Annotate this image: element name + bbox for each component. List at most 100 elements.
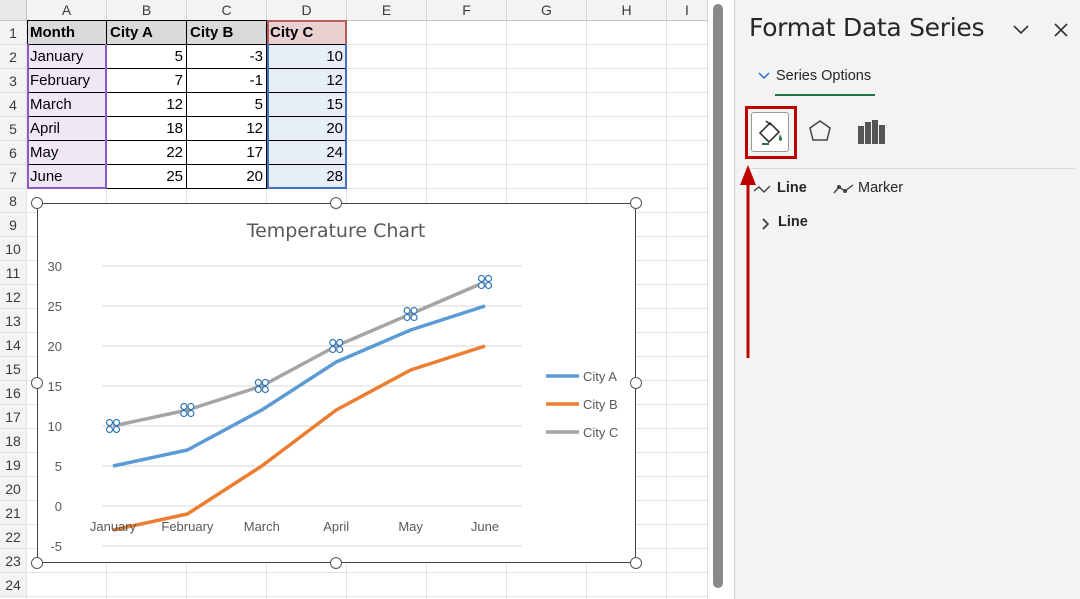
table-cell[interactable]: 12 bbox=[107, 93, 186, 116]
row-header-13[interactable]: 13 bbox=[0, 309, 27, 333]
row-header-18[interactable]: 18 bbox=[0, 429, 27, 453]
table-header-cell[interactable]: City B bbox=[187, 21, 266, 44]
table-cell[interactable]: 5 bbox=[187, 93, 266, 116]
series-options-label: Series Options bbox=[776, 68, 872, 84]
section-line-header[interactable]: Line bbox=[761, 214, 808, 230]
x-tick-label: March bbox=[244, 519, 280, 534]
fill-line-icon[interactable] bbox=[751, 112, 789, 152]
series-line-city-b[interactable] bbox=[112, 344, 486, 532]
effects-pentagon-icon[interactable] bbox=[803, 112, 841, 152]
row-header-16[interactable]: 16 bbox=[0, 381, 27, 405]
range-highlight-series-name bbox=[267, 20, 347, 22]
row-header-7[interactable]: 7 bbox=[0, 165, 27, 189]
pane-divider bbox=[745, 168, 1075, 169]
row-header-9[interactable]: 9 bbox=[0, 213, 27, 237]
table-header-cell[interactable]: City A bbox=[107, 21, 186, 44]
table-cell[interactable]: 12 bbox=[187, 117, 266, 140]
table-cell[interactable]: 5 bbox=[107, 45, 186, 68]
subtab-marker[interactable]: Marker bbox=[833, 180, 903, 196]
table-cell[interactable]: 18 bbox=[107, 117, 186, 140]
selection-point-marker[interactable] bbox=[105, 418, 121, 434]
table-cell[interactable]: -3 bbox=[187, 45, 266, 68]
column-header-A[interactable]: A bbox=[27, 0, 107, 21]
column-header-F[interactable]: F bbox=[427, 0, 507, 21]
row-header-21[interactable]: 21 bbox=[0, 501, 27, 525]
table-cell[interactable]: 28 bbox=[267, 165, 346, 188]
table-cell[interactable]: January bbox=[27, 45, 106, 68]
table-cell[interactable]: May bbox=[27, 141, 106, 164]
subtab-line[interactable]: Line bbox=[753, 180, 807, 196]
legend-entry: City C bbox=[583, 425, 618, 440]
selection-point-marker[interactable] bbox=[254, 378, 269, 394]
select-all-corner[interactable] bbox=[0, 0, 27, 21]
resize-handle[interactable] bbox=[330, 197, 342, 209]
table-cell[interactable]: 25 bbox=[107, 165, 186, 188]
table-cell[interactable]: March bbox=[27, 93, 106, 116]
table-cell[interactable]: 22 bbox=[107, 141, 186, 164]
row-header-14[interactable]: 14 bbox=[0, 333, 27, 357]
table-cell[interactable]: 20 bbox=[187, 165, 266, 188]
row-header-2[interactable]: 2 bbox=[0, 45, 27, 69]
row-header-15[interactable]: 15 bbox=[0, 357, 27, 381]
vertical-scrollbar[interactable] bbox=[713, 4, 723, 588]
selection-point-marker[interactable] bbox=[180, 402, 195, 418]
row-header-23[interactable]: 23 bbox=[0, 549, 27, 573]
table-cell[interactable]: -1 bbox=[187, 69, 266, 92]
row-header-17[interactable]: 17 bbox=[0, 405, 27, 429]
row-header-20[interactable]: 20 bbox=[0, 477, 27, 501]
row-header-10[interactable]: 10 bbox=[0, 237, 27, 261]
range-highlight-series-name bbox=[345, 20, 347, 44]
resize-handle[interactable] bbox=[630, 377, 642, 389]
row-header-19[interactable]: 19 bbox=[0, 453, 27, 477]
table-cell[interactable]: 10 bbox=[267, 45, 346, 68]
series-line-city-c[interactable] bbox=[112, 280, 486, 428]
table-cell[interactable]: 24 bbox=[267, 141, 346, 164]
column-header-G[interactable]: G bbox=[507, 0, 587, 21]
row-header-8[interactable]: 8 bbox=[0, 189, 27, 213]
resize-handle[interactable] bbox=[630, 197, 642, 209]
row-header-6[interactable]: 6 bbox=[0, 141, 27, 165]
table-cell[interactable]: 7 bbox=[107, 69, 186, 92]
table-cell[interactable]: April bbox=[27, 117, 106, 140]
resize-handle[interactable] bbox=[31, 557, 43, 569]
table-cell[interactable]: February bbox=[27, 69, 106, 92]
row-header-11[interactable]: 11 bbox=[0, 261, 27, 285]
close-icon[interactable] bbox=[1049, 16, 1073, 44]
row-header-5[interactable]: 5 bbox=[0, 117, 27, 141]
series-line-city-a[interactable] bbox=[112, 304, 486, 468]
range-highlight-month bbox=[27, 187, 107, 189]
range-highlight-values bbox=[267, 44, 269, 188]
row-header-12[interactable]: 12 bbox=[0, 285, 27, 309]
column-header-B[interactable]: B bbox=[107, 0, 187, 21]
column-header-E[interactable]: E bbox=[347, 0, 427, 21]
table-cell[interactable]: 20 bbox=[267, 117, 346, 140]
selection-point-marker[interactable] bbox=[329, 338, 344, 354]
table-cell[interactable]: 15 bbox=[267, 93, 346, 116]
series-options-bar-icon[interactable] bbox=[853, 112, 891, 152]
series-options-header[interactable]: Series Options bbox=[757, 64, 875, 96]
row-header-4[interactable]: 4 bbox=[0, 93, 27, 117]
grid-line bbox=[707, 21, 708, 599]
table-cell[interactable]: June bbox=[27, 165, 106, 188]
resize-handle[interactable] bbox=[31, 377, 43, 389]
column-header-I[interactable]: I bbox=[667, 0, 708, 21]
pane-title: Format Data Series bbox=[749, 13, 985, 42]
column-header-C[interactable]: C bbox=[187, 0, 267, 21]
table-cell[interactable]: 12 bbox=[267, 69, 346, 92]
selection-point-marker[interactable] bbox=[403, 306, 418, 322]
row-header-1[interactable]: 1 bbox=[0, 21, 27, 45]
resize-handle[interactable] bbox=[330, 557, 342, 569]
table-header-cell[interactable]: City C bbox=[267, 21, 346, 44]
selection-point-marker[interactable] bbox=[477, 274, 493, 290]
resize-handle[interactable] bbox=[630, 557, 642, 569]
chevron-down-icon[interactable] bbox=[1009, 16, 1033, 44]
table-cell[interactable]: 17 bbox=[187, 141, 266, 164]
row-header-22[interactable]: 22 bbox=[0, 525, 27, 549]
resize-handle[interactable] bbox=[31, 197, 43, 209]
table-header-cell[interactable]: Month bbox=[27, 21, 106, 44]
column-header-H[interactable]: H bbox=[587, 0, 667, 21]
temperature-chart[interactable]: Temperature Chart 30 25 20 15 10 5 0 -5 January Fe… bbox=[37, 203, 636, 563]
row-header-3[interactable]: 3 bbox=[0, 69, 27, 93]
row-header-24[interactable]: 24 bbox=[0, 573, 27, 597]
column-header-D[interactable]: D bbox=[267, 0, 347, 21]
